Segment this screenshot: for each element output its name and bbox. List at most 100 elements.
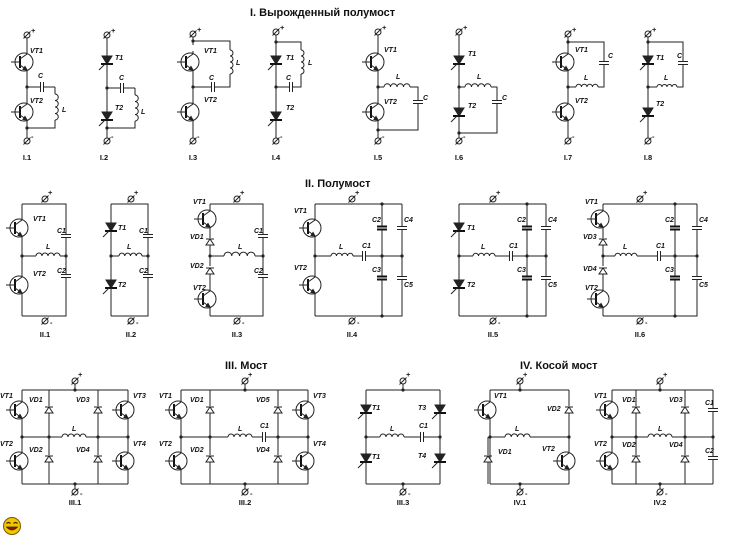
terminal-sign: - [111, 132, 114, 141]
inductor: L [504, 426, 531, 438]
plus-terminal: + [564, 25, 577, 38]
transistor-label: VT2 [575, 98, 588, 105]
wire [595, 288, 604, 297]
circuit-caption: I.3 [189, 153, 197, 162]
minus-terminal: - [127, 317, 139, 327]
capacitor-c4: C4 [692, 217, 708, 230]
terminal-slash [489, 195, 497, 203]
transistor-label: VT2 [193, 285, 206, 292]
circuit-caption: II.1 [40, 330, 50, 339]
wire [595, 208, 604, 217]
inductor: L [118, 244, 143, 257]
diode-triangle [205, 267, 215, 275]
diode-triangle [598, 238, 608, 246]
thyristor-triangle [642, 107, 654, 117]
thyristor-label: T2 [656, 101, 664, 108]
plus-terminal: + [241, 370, 253, 385]
inductor-coil [227, 433, 253, 438]
npn-transistor-vt1: VT1 [552, 47, 588, 73]
transistor-label: VT2 [294, 265, 307, 272]
terminal-sign: + [496, 188, 501, 197]
terminal-sign: - [136, 318, 139, 327]
circuit-i-3: + VT1 L C VT2 - I.3 [177, 25, 240, 162]
capacitor-c2: C2 [665, 217, 680, 231]
plus-terminal: + [636, 188, 648, 203]
terminal-slash [103, 137, 111, 145]
wire [181, 389, 211, 406]
inductor: L [300, 49, 312, 75]
inductor: L [330, 244, 354, 257]
minus-terminal: - [564, 132, 575, 145]
emitter-arrow [598, 222, 604, 228]
npn-transistor-vt2: VT2 [362, 99, 397, 123]
plus-terminal: + [399, 370, 411, 385]
circuit-i-1: + VT1 VT2 - C L I.1 [11, 26, 66, 162]
wire [370, 51, 379, 60]
terminal-sign: - [463, 132, 466, 141]
inductor: L [614, 244, 638, 257]
minus-terminal: - [71, 488, 83, 498]
emitter-arrow [22, 65, 28, 71]
diode-vd4: VD4 [583, 266, 608, 275]
terminal-slash [489, 317, 497, 325]
thyristor-t1: T1 [639, 55, 664, 71]
thyristor-triangle [453, 222, 465, 232]
thyristor-t1: T1 [357, 404, 380, 420]
diode-label: VD1 [498, 449, 512, 456]
minus-terminal: - [489, 317, 501, 327]
circuit-caption: II.4 [347, 330, 358, 339]
diode-label: VD2 [547, 406, 561, 413]
diode-vd3: VD3 [669, 397, 690, 414]
wire [102, 287, 110, 295]
capacitor-c1: C1 [419, 423, 428, 442]
wire [120, 399, 129, 408]
terminal-sign: - [197, 132, 200, 141]
terminal-sign: - [31, 132, 34, 141]
plus-terminal: + [127, 188, 139, 203]
terminal-slash [644, 137, 652, 145]
transistor-label: VT1 [575, 47, 588, 54]
wire [604, 399, 613, 408]
emitter-arrow [123, 464, 129, 470]
capacitor-c2: C2 [372, 217, 387, 231]
circuit-caption: III.1 [69, 498, 82, 507]
wire [267, 119, 275, 127]
diode-label: VD3 [669, 397, 683, 404]
terminal-sign: + [111, 26, 116, 35]
inductor-coil [614, 252, 638, 257]
thyristor-triangle [434, 453, 446, 463]
transistor-label: VT1 [193, 199, 206, 206]
circuit-iii-1: + VT1 VT2 VD1 VD2 VT3 VT4 VD3 VD4 L -III.1 [0, 370, 146, 507]
npn-transistor-vt1: VT1 [193, 199, 217, 230]
transistor-label: VT2 [159, 441, 172, 448]
diode-label: VD1 [29, 397, 43, 404]
terminal-slash [41, 195, 49, 203]
capacitor-label: C [286, 75, 292, 82]
transistor-label: VT1 [0, 393, 13, 400]
inductor-label: L [477, 74, 481, 81]
inductor-coil [134, 94, 139, 122]
junction-dot [525, 314, 529, 318]
minus-terminal: - [348, 317, 360, 327]
inductor: L [35, 244, 61, 257]
emitter-arrow [205, 302, 211, 308]
diode-vd2: VD2 [547, 406, 574, 414]
emitter-arrow [563, 115, 569, 121]
thyristor-label: T2 [467, 282, 475, 289]
diode-label: VD1 [190, 397, 204, 404]
emitter-arrow [17, 288, 23, 294]
capacitor-label: C2 [254, 268, 263, 275]
circuit-ii-2: + T1 T2 C1 C2 L -II.2 [102, 188, 153, 339]
thyristor-triangle [642, 55, 654, 65]
npn-transistor-vt2: VT2 [294, 265, 322, 296]
npn-transistor-vt2: VT2 [585, 285, 610, 310]
diode-label: VD4 [583, 266, 597, 273]
plus-terminal: + [23, 26, 36, 39]
junction-dot [20, 254, 24, 258]
wire [450, 230, 458, 238]
terminal-slash [455, 137, 463, 145]
minus-terminal: - [41, 317, 53, 327]
plus-terminal: + [656, 370, 668, 385]
terminal-sign: + [31, 26, 36, 35]
terminal-slash [399, 377, 407, 385]
